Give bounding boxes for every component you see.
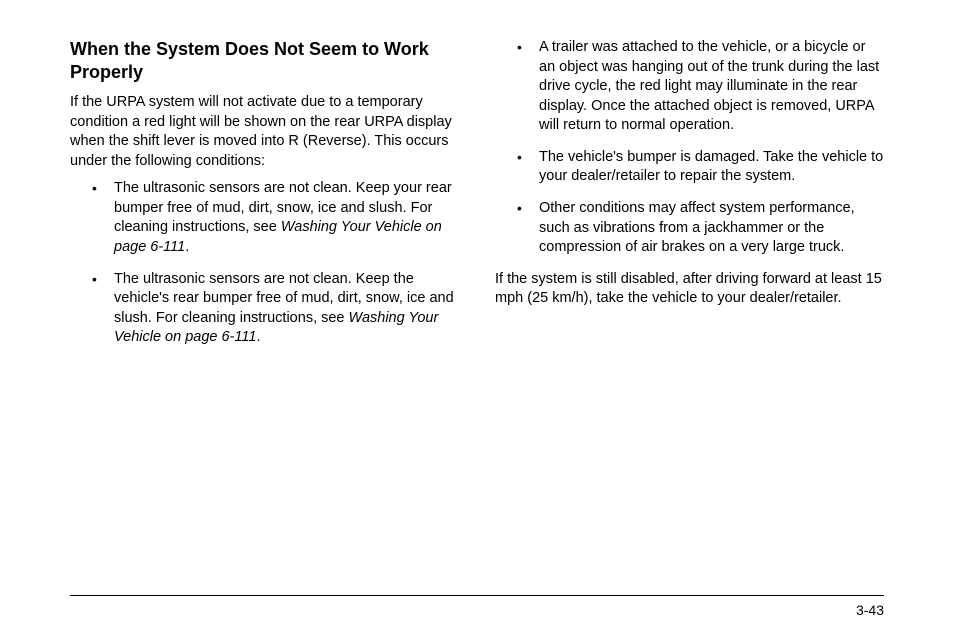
li-text: . [185,239,189,255]
list-item: Other conditions may affect system perfo… [495,199,884,258]
left-column: When the System Does Not Seem to Work Pr… [70,38,459,360]
list-item: The vehicle's bumper is damaged. Take th… [495,148,884,187]
section-heading: When the System Does Not Seem to Work Pr… [70,38,459,83]
left-bullet-list: The ultrasonic sensors are not clean. Ke… [70,179,459,348]
right-bullet-list: A trailer was attached to the vehicle, o… [495,38,884,258]
li-text: . [256,329,260,345]
list-item: A trailer was attached to the vehicle, o… [495,38,884,136]
page-number: 3-43 [856,602,884,618]
list-item: The ultrasonic sensors are not clean. Ke… [70,270,459,348]
closing-paragraph: If the system is still disabled, after d… [495,270,884,309]
page-content: When the System Does Not Seem to Work Pr… [0,0,954,360]
intro-paragraph: If the URPA system will not activate due… [70,93,459,171]
footer-rule [70,595,884,596]
right-column: A trailer was attached to the vehicle, o… [495,38,884,360]
list-item: The ultrasonic sensors are not clean. Ke… [70,179,459,257]
